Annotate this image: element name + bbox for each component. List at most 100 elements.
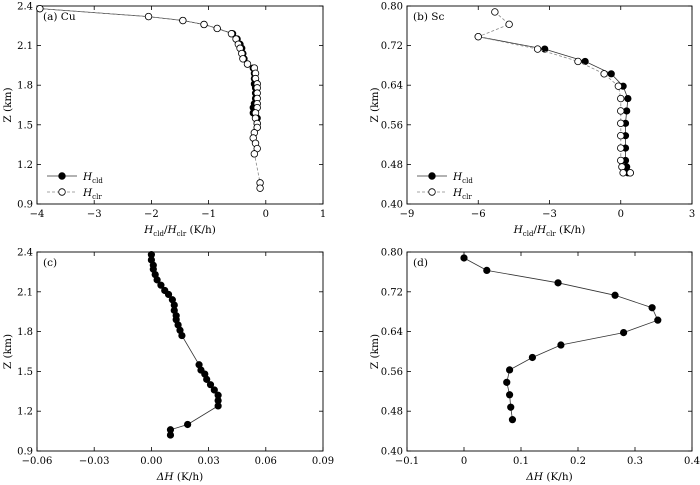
y-tick-label: 0.56 xyxy=(381,120,403,131)
y-tick-label: 2.1 xyxy=(17,287,33,298)
panel-annotation: (b) Sc xyxy=(413,11,444,23)
data-point-delta-h xyxy=(214,402,222,410)
x-tick-label: 1 xyxy=(320,209,326,220)
data-point-clr xyxy=(600,70,608,78)
text-span: cld xyxy=(92,177,103,185)
x-axis-label: ΔH (K/h) xyxy=(156,471,203,483)
data-point-clr xyxy=(617,156,625,165)
panel-annotation: (a) Cu xyxy=(43,11,76,23)
legend-marker-clr xyxy=(58,188,66,196)
text-span: / xyxy=(164,224,168,236)
data-point-clr xyxy=(574,57,582,66)
y-tick-label: 0.72 xyxy=(381,41,403,52)
y-tick-label: 2.1 xyxy=(17,41,33,52)
data-point-delta-h xyxy=(483,266,491,275)
y-tick-label: 0.56 xyxy=(381,367,403,378)
x-tick-label: −0.1 xyxy=(395,456,419,467)
y-tick-label: 0.64 xyxy=(381,81,403,92)
data-point-delta-h xyxy=(619,328,628,337)
text-span: H xyxy=(166,224,177,236)
panel-c-cu-delta-h-profile: −0.06 −0.03 0.00 0.03 0.06 0.09 0.9 1.2 1.5 1.8 2.… xyxy=(2,248,334,484)
data-point-cld xyxy=(607,70,615,78)
text-span: clr xyxy=(462,193,472,201)
data-point-clr xyxy=(617,119,625,128)
series-line-clr xyxy=(39,8,261,189)
text-span: H xyxy=(513,224,524,236)
x-tick-label: −1 xyxy=(201,209,216,220)
data-point-clr xyxy=(243,60,252,68)
data-point-delta-h xyxy=(557,341,565,349)
data-point-clr xyxy=(626,169,634,177)
data-point-delta-h xyxy=(554,279,562,287)
legend-marker-clr xyxy=(428,188,436,196)
y-tick-label: 0.48 xyxy=(381,407,403,418)
data-point-clr xyxy=(617,131,625,140)
data-point-delta-h xyxy=(507,403,515,411)
x-tick-label: 0.2 xyxy=(570,456,586,467)
plot-frame xyxy=(406,5,693,205)
x-tick-label: −6 xyxy=(471,209,486,220)
y-axis-label: Z (km) xyxy=(369,87,381,122)
data-point-delta-h xyxy=(153,276,161,284)
data-point-clr xyxy=(36,4,44,13)
text-span: (K/h) xyxy=(556,224,586,236)
y-tick-label: 1.8 xyxy=(17,81,33,92)
x-axis-label: Hcld/Hclr (K/h) xyxy=(143,224,216,238)
x-tick-label: −0.03 xyxy=(79,456,110,467)
data-point-delta-h xyxy=(460,254,468,262)
data-point-cld xyxy=(624,94,632,103)
x-tick-label: 0.09 xyxy=(312,456,334,467)
legend-label-clr: Hclr xyxy=(82,187,102,201)
data-point-delta-h xyxy=(184,420,192,429)
y-axis-label: Z (km) xyxy=(2,334,14,369)
data-point-clr xyxy=(533,45,542,53)
text-span: (K/h) xyxy=(174,471,204,483)
y-tick-label: 0.72 xyxy=(381,287,403,298)
x-tick-label: −3 xyxy=(87,209,102,220)
x-tick-label: −0.06 xyxy=(22,456,53,467)
text-span: H xyxy=(452,187,463,199)
data-point-delta-h xyxy=(210,386,218,394)
y-tick-label: 0.64 xyxy=(381,327,403,338)
data-point-cld xyxy=(541,45,549,53)
y-tick-label: 0.80 xyxy=(381,248,403,259)
x-tick-label: 0 xyxy=(461,456,467,467)
data-point-delta-h xyxy=(166,431,175,439)
data-point-clr xyxy=(179,16,187,25)
data-point-delta-h xyxy=(505,366,514,374)
data-point-delta-h xyxy=(528,353,537,362)
x-tick-label: 0.4 xyxy=(684,456,700,467)
x-tick-label: 0 xyxy=(263,209,269,220)
data-point-delta-h xyxy=(508,416,517,424)
y-tick-label: 1.5 xyxy=(17,367,33,378)
data-point-clr xyxy=(505,20,513,29)
data-point-clr xyxy=(227,30,236,38)
text-span: (K/h) xyxy=(186,224,216,236)
data-point-delta-h xyxy=(206,381,215,389)
y-tick-label: 2.4 xyxy=(17,2,33,13)
y-tick-label: 0.80 xyxy=(381,2,403,13)
text-span: H xyxy=(536,224,547,236)
text-span: H xyxy=(452,171,463,183)
text-span: H xyxy=(82,187,93,199)
x-tick-label: −9 xyxy=(400,209,415,220)
data-point-clr xyxy=(256,184,264,192)
data-point-clr xyxy=(617,107,625,115)
y-axis-label: Z (km) xyxy=(2,87,14,122)
y-tick-label: 0.9 xyxy=(17,447,33,458)
data-point-clr xyxy=(239,55,247,63)
legend-label-clr: Hclr xyxy=(452,187,472,201)
text-span: H xyxy=(143,224,154,236)
text-span: cld xyxy=(153,230,164,238)
y-tick-label: 1.2 xyxy=(17,407,33,418)
data-point-clr xyxy=(619,169,627,177)
text-span: ΔH xyxy=(156,471,175,483)
y-tick-label: 0.48 xyxy=(381,160,403,171)
panel-b-sc-heating-profile: −9 −6 −3 0 3 0.40 0.48 0.56 0.64 0.72 0.80 Z (km) Hc… xyxy=(369,2,695,239)
data-point-delta-h xyxy=(503,378,511,386)
x-tick-label: 0.03 xyxy=(197,456,219,467)
y-tick-label: 0.9 xyxy=(17,200,33,211)
y-tick-label: 2.4 xyxy=(17,248,33,259)
legend-marker-cld xyxy=(428,172,436,180)
y-tick-label: 0.40 xyxy=(381,447,403,458)
